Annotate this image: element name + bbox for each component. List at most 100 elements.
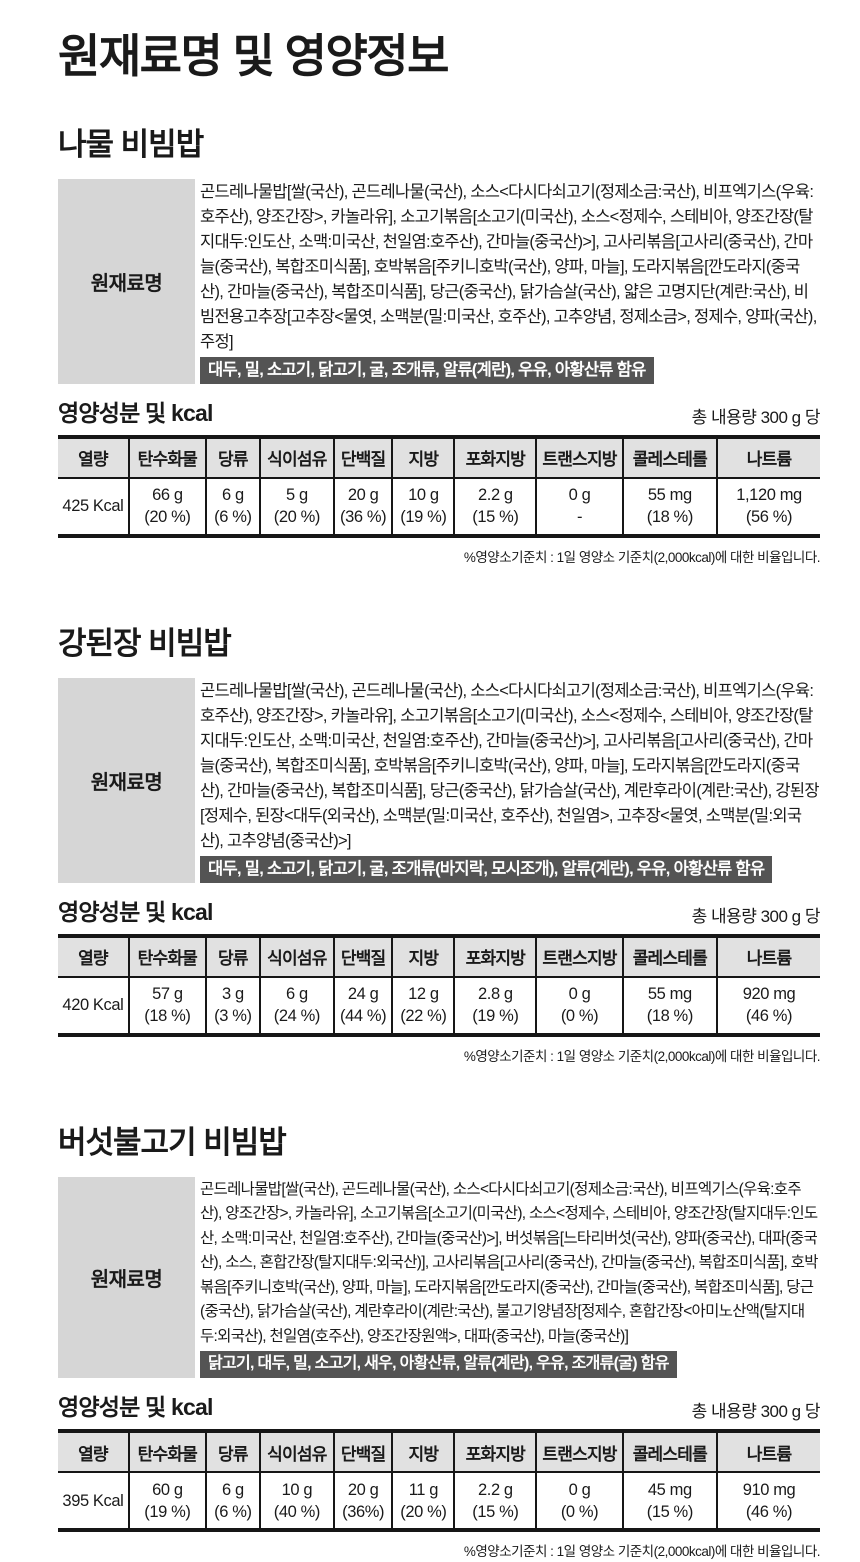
value-sugars: 6 g (6 %): [204, 477, 260, 536]
amount: 2.2 g: [477, 1480, 513, 1499]
header-sugars: 당류: [204, 1431, 260, 1474]
value-trans-fat: 0 g -: [535, 477, 623, 536]
header-cholesterol: 콜레스테롤: [621, 935, 718, 978]
amount: 12 g: [408, 985, 439, 1004]
amount: 10 g: [281, 1480, 313, 1499]
daily-percent: (18 %): [646, 508, 694, 527]
nutrition-value-row: 395 Kcal 60 g (19 %) 6 g (6 %) 10 g (40 %) …: [58, 1472, 820, 1531]
header-fat: 지방: [391, 436, 455, 479]
daily-percent: (18 %): [144, 1007, 191, 1026]
daily-percent: (19 %): [472, 1007, 519, 1026]
value-fat: 12 g (22 %): [391, 976, 455, 1035]
amount: 66 g: [152, 486, 183, 505]
nutrition-header-row: 열량 탄수화물 당류 식이섬유 단백질 지방 포화지방 트랜스지방 콜레스테롤 …: [58, 1431, 820, 1474]
header-trans-fat: 트랜스지방: [535, 1431, 623, 1474]
daily-percent: (6 %): [214, 1502, 252, 1521]
serving-size-label: 총 내용량 300 g 당: [691, 407, 821, 427]
amount: 2.2 g: [477, 486, 513, 505]
value-fiber: 5 g (20 %): [258, 477, 334, 536]
nutrition-heading-row: 영양성분 및 kcal 총 내용량 300 g 당: [58, 1388, 821, 1422]
header-carbohydrate: 탄수화물: [127, 1431, 206, 1474]
header-saturated-fat: 포화지방: [453, 1431, 537, 1474]
daily-percent: (22 %): [400, 1007, 447, 1026]
product-section-mushroom-bulgogi-bibimbap: 버섯불고기 비빔밥 원재료명 곤드레나물밥[쌀(국산), 곤드레나물(국산), …: [58, 1117, 821, 1561]
value-cholesterol: 55 mg (18 %): [621, 477, 718, 536]
nutrition-table: 열량 탄수화물 당류 식이섬유 단백질 지방 포화지방 트랜스지방 콜레스테롤 …: [58, 1429, 820, 1533]
value-carbohydrate: 57 g (18 %): [127, 976, 206, 1035]
ingredients-text: 곤드레나물밥[쌀(국산), 곤드레나물(국산), 소스<다시다쇠고기(정제소금:…: [200, 1180, 818, 1345]
amount: 6 g: [221, 486, 244, 505]
daily-percent: (6 %): [214, 508, 252, 527]
value-trans-fat: 0 g (0 %): [535, 976, 623, 1035]
value-protein: 20 g (36%): [332, 1472, 393, 1531]
value-cholesterol: 45 mg (15 %): [621, 1472, 718, 1531]
daily-value-footnote: %영양소기준치 : 1일 영양소 기준치(2,000kcal)에 대한 비율입니…: [463, 1544, 821, 1560]
value-carbohydrate: 66 g (20 %): [127, 477, 206, 536]
header-protein: 단백질: [332, 935, 393, 978]
daily-percent: (19 %): [400, 508, 447, 527]
header-carbohydrate: 탄수화물: [127, 935, 206, 978]
product-section-namul-bibimbap: 나물 비빔밥 원재료명 곤드레나물밥[쌀(국산), 곤드레나물(국산), 소스<…: [58, 119, 821, 566]
daily-percent: (3 %): [214, 1007, 252, 1026]
daily-percent: (40 %): [273, 1502, 321, 1521]
daily-percent: (15 %): [472, 1502, 519, 1521]
nutrition-value-row: 420 Kcal 57 g (18 %) 3 g (3 %) 6 g (24 %) 2…: [58, 976, 820, 1035]
value-calories: 395 Kcal: [58, 1472, 129, 1531]
nutrition-table: 열량 탄수화물 당류 식이섬유 단백질 지방 포화지방 트랜스지방 콜레스테롤 …: [58, 933, 820, 1037]
value-fiber: 6 g (24 %): [258, 976, 334, 1035]
daily-percent: (15 %): [646, 1502, 694, 1521]
value-calories: 420 Kcal: [58, 976, 129, 1035]
ingredients-body: 곤드레나물밥[쌀(국산), 곤드레나물(국산), 소스<다시다쇠고기(정제소금:…: [200, 1177, 820, 1379]
header-saturated-fat: 포화지방: [453, 436, 537, 479]
nutrition-heading-row: 영양성분 및 kcal 총 내용량 300 g 당: [58, 394, 821, 428]
header-protein: 단백질: [332, 436, 393, 479]
header-fiber: 식이섬유: [258, 436, 334, 479]
section-title: 나물 비빔밥: [58, 126, 204, 162]
daily-value-footnote: %영양소기준치 : 1일 영양소 기준치(2,000kcal)에 대한 비율입니…: [463, 549, 821, 565]
amount: 55 mg: [647, 486, 692, 505]
header-trans-fat: 트랜스지방: [535, 935, 623, 978]
allergen-badge: 대두, 밀, 소고기, 닭고기, 굴, 조개류(바지락, 모시조개), 알류(계…: [200, 855, 773, 883]
header-cholesterol: 콜레스테롤: [621, 436, 718, 479]
ingredients-block: 원재료명 곤드레나물밥[쌀(국산), 곤드레나물(국산), 소스<다시다쇠고기(…: [58, 677, 820, 883]
value-sugars: 6 g (6 %): [204, 1472, 260, 1531]
amount: 55 mg: [647, 985, 692, 1004]
header-sodium: 나트륨: [716, 935, 820, 978]
nutrition-header-row: 열량 탄수화물 당류 식이섬유 단백질 지방 포화지방 트랜스지방 콜레스테롤 …: [58, 436, 820, 479]
amount: 0 g: [568, 985, 591, 1004]
daily-percent: (15 %): [472, 508, 519, 527]
ingredients-label: 원재료명: [58, 178, 195, 384]
header-sodium: 나트륨: [716, 436, 820, 479]
value-protein: 20 g (36 %): [332, 477, 393, 536]
daily-percent: (46 %): [745, 1007, 793, 1026]
ingredients-block: 원재료명 곤드레나물밥[쌀(국산), 곤드레나물(국산), 소스<다시다쇠고기(…: [58, 1176, 820, 1379]
allergen-badge: 대두, 밀, 소고기, 닭고기, 굴, 조개류, 알류(계란), 우유, 아황산…: [200, 356, 654, 384]
value-calories: 425 Kcal: [58, 477, 129, 536]
daily-percent: (24 %): [273, 1007, 321, 1026]
daily-percent: (36%): [342, 1502, 385, 1521]
amount: 6 g: [285, 985, 308, 1004]
daily-percent: -: [576, 508, 583, 527]
ingredients-text: 곤드레나물밥[쌀(국산), 곤드레나물(국산), 소스<다시다쇠고기(정제소금:…: [200, 182, 817, 351]
amount: 24 g: [347, 985, 379, 1004]
amount: 5 g: [285, 486, 308, 505]
value-saturated-fat: 2.8 g (19 %): [453, 976, 537, 1035]
section-title: 강된장 비빔밥: [58, 625, 232, 661]
header-calories: 열량: [58, 1431, 129, 1474]
page-title: 원재료명 및 영양정보: [58, 30, 449, 82]
value-saturated-fat: 2.2 g (15 %): [453, 477, 537, 536]
header-sugars: 당류: [204, 436, 260, 479]
ingredients-body: 곤드레나물밥[쌀(국산), 곤드레나물(국산), 소스<다시다쇠고기(정제소금:…: [200, 179, 820, 384]
nutrition-heading: 영양성분 및 kcal: [58, 1394, 213, 1421]
nutrition-table: 열량 탄수화물 당류 식이섬유 단백질 지방 포화지방 트랜스지방 콜레스테롤 …: [58, 434, 820, 538]
amount: 57 g: [152, 985, 183, 1004]
serving-size-label: 총 내용량 300 g 당: [691, 906, 821, 926]
header-protein: 단백질: [332, 1431, 393, 1474]
header-carbohydrate: 탄수화물: [127, 436, 206, 479]
nutrition-heading: 영양성분 및 kcal: [58, 898, 213, 925]
value-sugars: 3 g (3 %): [204, 976, 260, 1035]
value-saturated-fat: 2.2 g (15 %): [453, 1472, 537, 1531]
daily-percent: (18 %): [646, 1007, 694, 1026]
header-sodium: 나트륨: [716, 1431, 820, 1474]
